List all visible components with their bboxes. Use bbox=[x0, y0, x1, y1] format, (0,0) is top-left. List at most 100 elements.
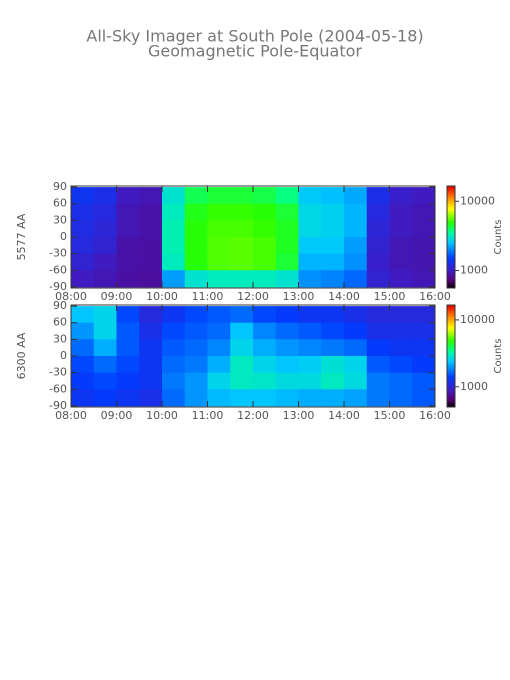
heatmap-cell bbox=[253, 339, 277, 357]
y-tick-label: -30 bbox=[49, 247, 67, 260]
x-tick-label: 11:00 bbox=[192, 290, 224, 303]
colorbar-label: Counts bbox=[493, 339, 504, 374]
heatmap-cell bbox=[139, 187, 163, 205]
heatmap-cell bbox=[93, 372, 117, 390]
colorbar-segment bbox=[447, 400, 455, 404]
colorbar-segment bbox=[447, 220, 455, 224]
heatmap-cell bbox=[321, 389, 345, 407]
heatmap-cell bbox=[230, 203, 254, 221]
y-tick-label: 30 bbox=[53, 332, 67, 345]
colorbar-segment bbox=[447, 394, 455, 398]
heatmap-cell bbox=[321, 339, 345, 357]
heatmap-cell bbox=[162, 306, 186, 324]
heatmap-cell bbox=[412, 270, 436, 288]
heatmap-cell bbox=[230, 220, 254, 238]
colorbar-segment bbox=[447, 285, 455, 289]
colorbar-segment bbox=[447, 329, 455, 333]
heatmap-cell bbox=[298, 220, 322, 238]
heatmap-cell bbox=[184, 203, 208, 221]
heatmap-cell bbox=[139, 356, 163, 374]
heatmap-cell bbox=[344, 322, 368, 340]
colorbar-frame bbox=[446, 304, 456, 408]
heatmap-cell bbox=[344, 389, 368, 407]
colorbar-segment bbox=[447, 255, 455, 258]
heatmap-cell bbox=[321, 253, 345, 271]
heatmap-cell bbox=[162, 253, 186, 271]
heatmap-cell bbox=[162, 237, 186, 255]
heatmap-cell bbox=[344, 356, 368, 374]
heatmap-cell bbox=[366, 339, 390, 357]
heatmap-cell bbox=[116, 306, 140, 324]
heatmap-cell bbox=[207, 372, 231, 390]
colorbar-segment bbox=[447, 281, 455, 285]
heatmap-cell bbox=[139, 237, 163, 255]
heatmap-cell bbox=[230, 339, 254, 357]
colorbar-segment bbox=[447, 259, 455, 262]
heatmap-cell bbox=[321, 203, 345, 221]
x-tick-label: 13:00 bbox=[283, 290, 315, 303]
colorbar-segment bbox=[447, 194, 455, 197]
heatmap-cell bbox=[184, 389, 208, 407]
heatmap-cell bbox=[412, 306, 436, 324]
heatmap-cell bbox=[71, 253, 95, 271]
colorbar-segment bbox=[447, 261, 455, 265]
x-tick-label: 08:00 bbox=[55, 409, 87, 422]
heatmap-cell bbox=[116, 220, 140, 238]
colorbar-segment bbox=[447, 273, 455, 277]
colorbar-segment bbox=[447, 337, 455, 341]
heatmap-cell bbox=[184, 339, 208, 357]
colorbar-segment bbox=[447, 210, 455, 214]
x-tick-label: 16:00 bbox=[419, 409, 451, 422]
heatmap-cell bbox=[412, 356, 436, 374]
heatmap-cell bbox=[184, 372, 208, 390]
y-tick-label: -90 bbox=[49, 399, 67, 412]
colorbar-segment bbox=[447, 190, 455, 193]
heatmap-cell bbox=[298, 306, 322, 324]
colorbar-segment bbox=[447, 392, 455, 396]
colorbar-frame bbox=[446, 185, 456, 289]
x-tick-label: 10:00 bbox=[146, 290, 178, 303]
heatmap-cell bbox=[389, 372, 413, 390]
heatmap-cell bbox=[275, 270, 299, 288]
heatmap-cell bbox=[71, 306, 95, 324]
heatmap-cell bbox=[321, 220, 345, 238]
heatmap-cell bbox=[412, 322, 436, 340]
heatmap-cell bbox=[321, 356, 345, 374]
heatmap-cell bbox=[412, 203, 436, 221]
colorbar-segment bbox=[447, 192, 455, 195]
heatmap-cell bbox=[344, 203, 368, 221]
colorbar-segment bbox=[447, 196, 455, 199]
heatmap-cell bbox=[93, 339, 117, 357]
heatmap-cell bbox=[298, 253, 322, 271]
heatmap-cell bbox=[207, 220, 231, 238]
heatmap-cell bbox=[344, 237, 368, 255]
colorbar-segment bbox=[447, 247, 455, 250]
heatmap-cell bbox=[230, 237, 254, 255]
colorbar-segment bbox=[447, 208, 455, 211]
x-tick-label: 10:00 bbox=[146, 409, 178, 422]
heatmap-cell bbox=[116, 187, 140, 205]
colorbar-segment bbox=[447, 380, 455, 384]
colorbar-segment bbox=[447, 214, 455, 218]
x-tick-label: 09:00 bbox=[101, 290, 133, 303]
colorbar-segment bbox=[447, 307, 455, 310]
heatmap-cell bbox=[184, 356, 208, 374]
colorbar-segment bbox=[447, 269, 455, 273]
colorbar-segment bbox=[447, 327, 455, 330]
heatmap-cell bbox=[116, 270, 140, 288]
heatmap-cell bbox=[71, 322, 95, 340]
heatmap-cell bbox=[321, 322, 345, 340]
heatmap-cell bbox=[93, 389, 117, 407]
heatmap-cell bbox=[253, 237, 277, 255]
colorbar-segment bbox=[447, 325, 455, 328]
heatmap-cell bbox=[275, 389, 299, 407]
colorbar-segment bbox=[447, 349, 455, 353]
y-tick-label: 60 bbox=[53, 197, 67, 210]
colorbar-segment bbox=[447, 251, 455, 254]
colorbar-segment bbox=[447, 315, 455, 318]
x-tick-label: 08:00 bbox=[55, 290, 87, 303]
heatmap-cell bbox=[184, 220, 208, 238]
heatmap-cell bbox=[230, 253, 254, 271]
colorbar-segment bbox=[447, 376, 455, 379]
